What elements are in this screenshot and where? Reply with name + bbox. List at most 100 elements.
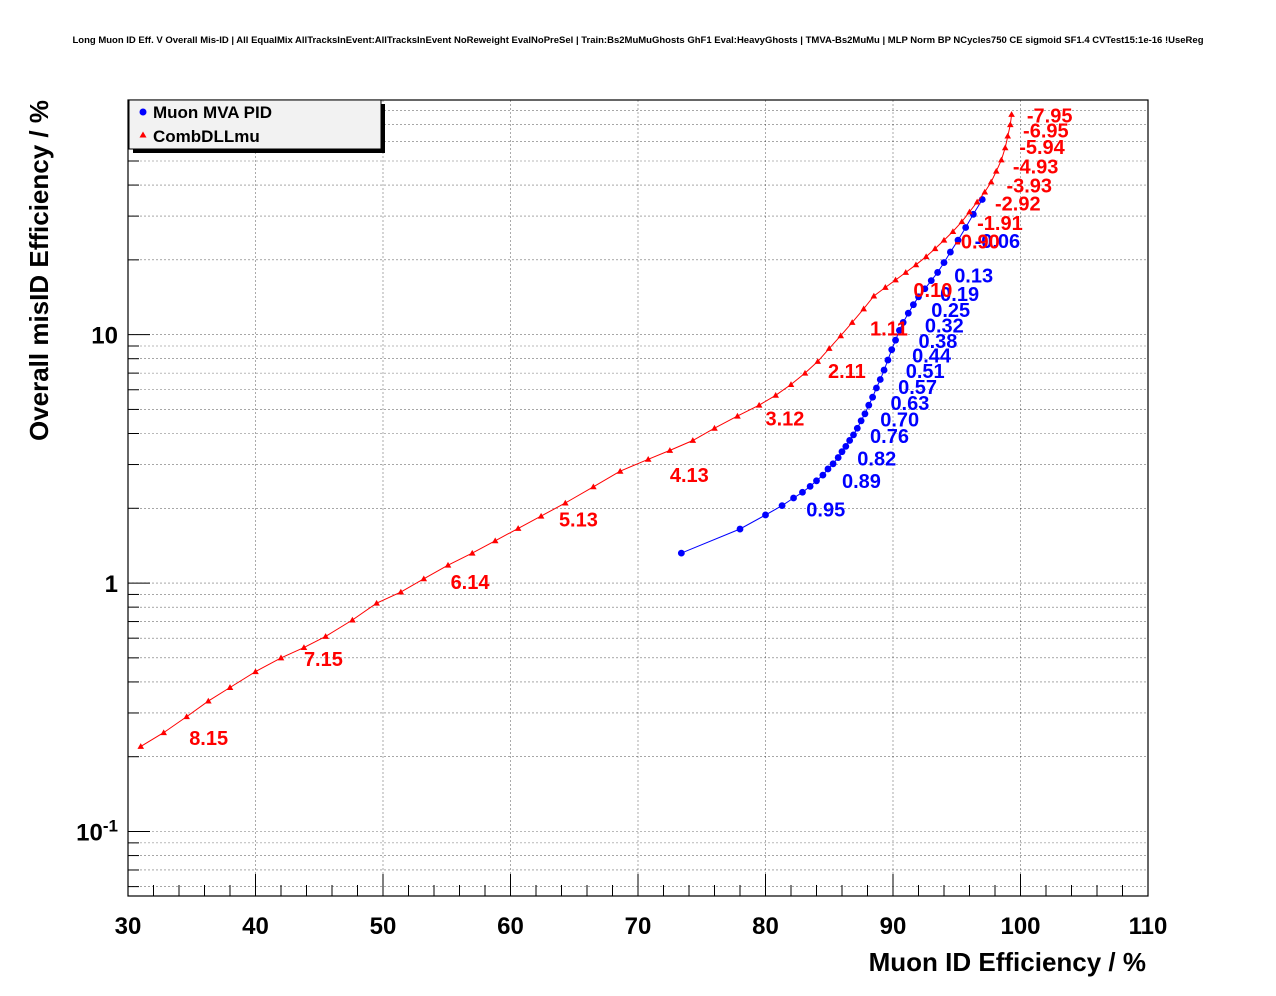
data-point: [373, 599, 380, 606]
x-tick-label: 80: [752, 913, 779, 940]
cut-value-label: -1.91: [977, 213, 1023, 235]
data-point: [226, 684, 234, 690]
data-point: [491, 537, 499, 544]
data-point: [857, 417, 865, 425]
x-axis-tick-labels: 30 40 50 60 70 80 90 100 110: [115, 913, 1168, 940]
data-point: [910, 301, 917, 309]
data-point: [892, 336, 899, 344]
data-point: [946, 248, 954, 256]
data-point: [772, 391, 779, 398]
cut-value-label: 3.12: [766, 408, 805, 430]
data-point: [1007, 121, 1014, 128]
data-point: [277, 654, 285, 661]
cut-value-label: -2.92: [995, 194, 1041, 216]
data-point: [902, 269, 910, 275]
y-axis-title: Overall misID Efficiency / %: [24, 100, 54, 441]
cut-value-label: 6.14: [451, 572, 491, 594]
legend: Muon MVA PID CombDLLmu: [128, 99, 385, 153]
data-point: [966, 208, 973, 215]
y-tick-label: 10-1: [76, 816, 118, 846]
data-point: [884, 356, 892, 364]
data-point: [813, 477, 820, 485]
data-point: [762, 511, 769, 519]
x-tick-label: 70: [625, 913, 652, 940]
x-tick-label: 50: [370, 913, 397, 940]
data-point: [790, 494, 797, 502]
data-point: [846, 437, 854, 444]
data-point: [590, 483, 597, 490]
data-point: [537, 512, 545, 519]
cut-value-label: 0.57: [898, 377, 937, 399]
data-point: [666, 447, 674, 453]
data-point: [838, 448, 846, 456]
data-point: [814, 358, 822, 364]
series-combdllmu: [137, 111, 1015, 749]
y-tick-label: 1: [105, 571, 118, 598]
data-point: [873, 384, 880, 392]
x-axis-title: Muon ID Efficiency / %: [869, 947, 1146, 977]
data-point: [689, 437, 697, 443]
cut-value-label: 7.15: [304, 649, 343, 671]
data-point: [711, 424, 718, 431]
data-point: [1001, 144, 1009, 151]
cut-value-label: 0.63: [890, 393, 929, 415]
cut-value-label: 2.11: [828, 361, 866, 383]
data-point: [931, 245, 939, 252]
cut-value-label: 1.11: [870, 318, 908, 340]
data-point: [160, 729, 167, 736]
x-tick-label: 100: [1000, 913, 1040, 940]
data-point: [870, 292, 878, 299]
cut-value-label: 5.13: [559, 509, 598, 531]
data-point: [137, 743, 145, 749]
cut-value-label: 0.76: [870, 426, 909, 448]
data-point: [755, 401, 763, 408]
data-point: [1004, 132, 1012, 139]
data-point: [895, 327, 903, 334]
data-point: [397, 588, 405, 595]
cut-value-label: 4.13: [670, 465, 709, 487]
data-point: [958, 218, 966, 225]
data-point: [921, 285, 929, 293]
data-point: [904, 309, 912, 317]
y-tick-label: 10: [91, 323, 118, 350]
legend-marker-combdllmu: [139, 131, 147, 138]
data-point: [616, 467, 624, 474]
data-point: [183, 713, 190, 720]
data-point: [806, 482, 814, 490]
cut-value-label: 8.15: [189, 728, 228, 750]
data-point: [834, 454, 842, 461]
legend-label-combdllmu: CombDLLmu: [153, 127, 260, 146]
data-point: [892, 276, 899, 283]
x-tick-label: 60: [497, 913, 524, 940]
cut-value-label: 0.89: [842, 471, 881, 493]
cut-value-label: 0.32: [925, 315, 964, 337]
data-point: [825, 345, 833, 351]
data-point: [420, 575, 428, 582]
data-point: [954, 236, 962, 244]
data-point: [927, 277, 935, 285]
data-point: [949, 228, 957, 235]
data-point: [861, 410, 869, 418]
data-point: [848, 319, 856, 325]
data-point: [842, 442, 850, 450]
data-point: [853, 424, 861, 432]
chart-title: Long Muon ID Eff. V Overall Mis-ID | All…: [72, 35, 1203, 46]
data-point: [829, 460, 837, 468]
cut-value-label: 0.70: [880, 409, 919, 431]
cut-value-label: 0.95: [806, 499, 845, 521]
cut-value-labels: 0.95 0.890.820.760.700.630.570.510.440.38…: [189, 105, 1072, 750]
series-muon-mva-pid: [677, 196, 986, 557]
data-point: [1008, 111, 1015, 117]
data-point: [787, 381, 795, 387]
data-point: [882, 284, 889, 290]
cut-value-label: 0.38: [919, 331, 958, 353]
data-point: [922, 253, 930, 260]
cut-value-label: -6.95: [1023, 120, 1069, 142]
data-point: [876, 376, 884, 383]
cut-value-label: 0.25: [931, 300, 970, 322]
data-point: [869, 393, 876, 401]
data-point: [987, 178, 995, 185]
data-point: [444, 561, 452, 568]
data-point: [734, 412, 741, 419]
